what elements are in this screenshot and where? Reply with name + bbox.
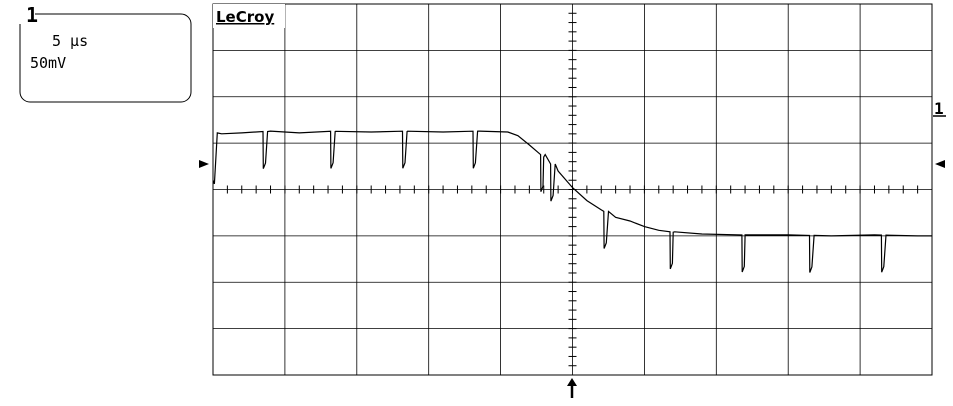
channel-info-box: 1 5 µs 50mV: [19, 3, 192, 103]
right-level-marker-icon: [935, 160, 945, 168]
trigger-arrow-icon: [567, 378, 577, 398]
time-per-div: 5 µs: [52, 32, 88, 50]
lecroy-logo: LeCroy: [216, 8, 274, 26]
channel-badge-bg: [19, 6, 35, 24]
channel-1-trace: [212, 130, 932, 273]
graticule-center-ticks: [226, 12, 919, 367]
trace-marker-label: 1: [934, 99, 944, 118]
brand-bg: [213, 4, 285, 28]
left-level-marker-icon: [199, 160, 209, 168]
channel-number: 1: [26, 3, 38, 27]
volts-per-div: 50mV: [30, 54, 66, 72]
channel-box-frame: [19, 13, 192, 103]
